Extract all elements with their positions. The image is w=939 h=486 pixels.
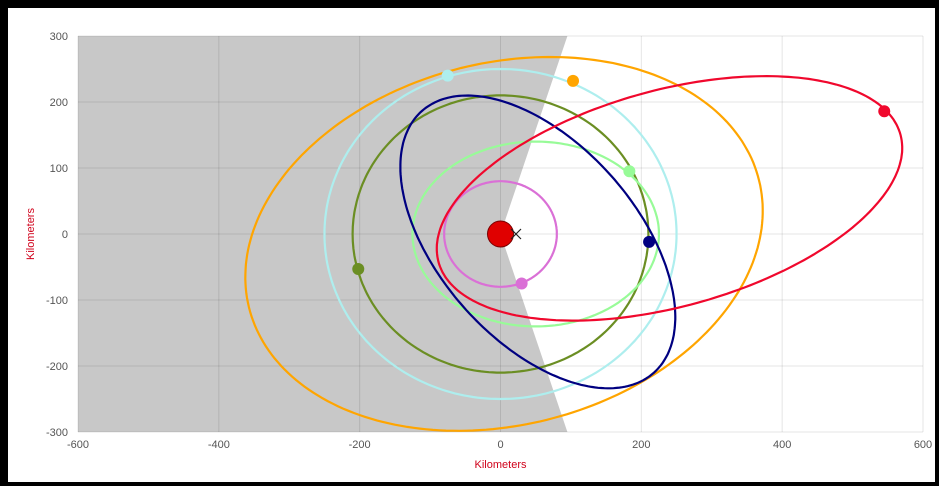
orbit-path-6	[399, 94, 677, 390]
shadow-region	[78, 36, 568, 432]
orbit-marker-3	[352, 262, 365, 275]
marker-layer	[352, 69, 891, 290]
tick-layer: -600 -400 -200 0 200 400 600 300 200 100 0 -100 -200…	[46, 31, 932, 451]
orbit-layer	[244, 55, 904, 432]
y-tick-label: 0	[62, 229, 68, 241]
x-tick-label: -600	[67, 439, 89, 451]
orbit-path-1	[244, 55, 764, 432]
orbit-marker-2	[441, 69, 454, 82]
y-tick-label: -300	[46, 427, 68, 439]
x-tick-label: 400	[773, 439, 791, 451]
orbit-plot: -600 -400 -200 0 200 400 600 300 200 100 0 -100 -200…	[25, 31, 932, 471]
chart-frame: -600 -400 -200 0 200 400 600 300 200 100 0 -100 -200…	[8, 8, 935, 482]
orbit-marker-4	[623, 165, 636, 178]
x-tick-label: 0	[497, 439, 503, 451]
orbit-path-5	[443, 180, 558, 288]
x-tick-label: 200	[632, 439, 650, 451]
orbit-marker-7	[878, 105, 891, 118]
orbit-path-4	[411, 140, 660, 328]
x-tick-label: -400	[208, 439, 230, 451]
x-tick-label: -200	[349, 439, 371, 451]
y-tick-label: 300	[50, 31, 68, 43]
central-body-marker	[487, 220, 514, 248]
orbit-marker-1	[567, 74, 580, 87]
orbit-marker-5	[515, 277, 528, 290]
x-axis-title: Kilometers	[475, 459, 527, 471]
y-axis-title: Kilometers	[25, 208, 37, 260]
orbit-path-7	[435, 74, 904, 322]
orbit-marker-6	[643, 235, 656, 248]
y-tick-label: -200	[46, 361, 68, 373]
x-tick-label: 600	[914, 439, 932, 451]
focus-x-marker-stroke-b	[510, 228, 522, 240]
orbit-path-2	[323, 67, 678, 401]
y-tick-label: 200	[50, 97, 68, 109]
y-tick-label: -100	[46, 295, 68, 307]
shadow-region-layer	[78, 36, 568, 432]
y-tick-label: 100	[50, 163, 68, 175]
orbit-path-3	[351, 94, 650, 374]
